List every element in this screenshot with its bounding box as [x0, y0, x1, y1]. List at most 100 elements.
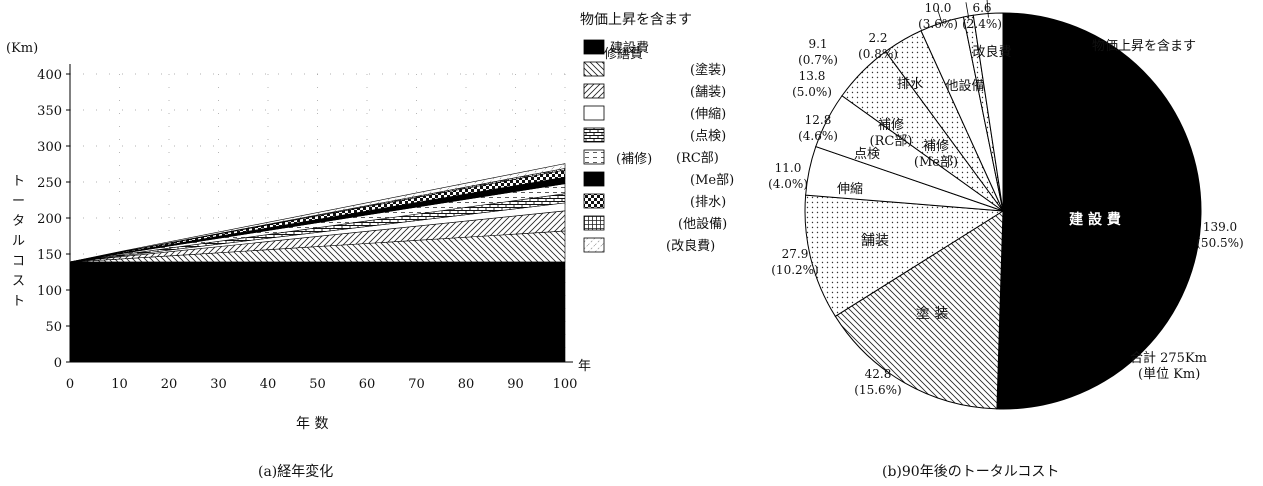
- legend-label: (塗装): [690, 62, 726, 78]
- legend-group-repair: 修繕費: [604, 46, 643, 62]
- pie-note: 物価上昇を含ます: [1092, 38, 1196, 54]
- pie-slice-name: 改良費: [972, 44, 1011, 60]
- y-tick-label: 350: [37, 104, 62, 119]
- pie-slice-name: 伸縮: [837, 181, 863, 197]
- y-tick-label: 50: [45, 320, 62, 335]
- pie-pct-label: (3.6%): [918, 17, 958, 31]
- pie-slice-1: [834, 210, 1004, 410]
- pie-value-label: 13.8: [799, 69, 826, 83]
- x-tick-label: 10: [111, 377, 128, 392]
- chart-b-caption: (b)90年後のトータルコスト: [882, 464, 1059, 480]
- pie-value-label: 42.8: [865, 367, 892, 381]
- cost-area-chart: (Km) 0 50 100 150 200 250 300 350 400 0 10 20 30 40 5…: [6, 41, 591, 480]
- pie-pct-label: (50.5%): [1196, 236, 1243, 250]
- legend-label: (舗装): [690, 85, 726, 100]
- area-series-9: [69, 163, 566, 263]
- pie-value-label: 10.0: [925, 1, 952, 15]
- x-tick-label: 30: [210, 377, 227, 392]
- x-tick-label: 80: [458, 377, 475, 392]
- legend-label: 建設費: [610, 40, 649, 56]
- pie-slice-name: (Me部): [914, 155, 958, 170]
- y-tick-label: 400: [37, 68, 62, 83]
- x-tick-label: 0: [66, 377, 74, 392]
- legend-label: (他設備): [678, 216, 727, 232]
- pie-leader-line: [986, 0, 989, 18]
- legend-swatch: [583, 127, 605, 143]
- area-series-group: [69, 163, 566, 363]
- pie-slice-name: 点検: [854, 147, 880, 162]
- legend-label: (RC部): [676, 151, 719, 166]
- pie-slice-name: 排水: [897, 77, 923, 92]
- pie-slice-name: 建 設 費: [1069, 211, 1121, 228]
- legend-label: (Me部): [690, 173, 734, 188]
- y-axis-title: トータルコスト: [12, 174, 25, 309]
- pie-value-label: 12.8: [805, 113, 832, 127]
- legend-swatch: [583, 61, 605, 77]
- pie-value-label: 2.2: [868, 31, 887, 45]
- pie-total-label: 合計 275Km: [1130, 350, 1207, 366]
- pie-slice-name: 補修: [923, 139, 949, 154]
- legend-swatch: [583, 105, 605, 121]
- legend-items: 建設費 (塗装) (舗装) (伸縮) (点検) (RC部) (Me部) (排水) (他設備) (改…: [583, 39, 734, 254]
- pie-pct-label: (4.0%): [768, 177, 808, 191]
- legend-label: (点検): [690, 129, 726, 144]
- legend-group-patch: (補修): [616, 152, 652, 167]
- y-tick-label: 150: [37, 248, 62, 263]
- pie-pct-label: (0.8%): [858, 47, 898, 61]
- pie-pct-label: (10.2%): [771, 263, 818, 277]
- pie-slice-0: [996, 12, 1202, 410]
- pie-value-label: 6.6: [972, 1, 991, 15]
- y-tick-label: 0: [54, 356, 62, 371]
- legend-swatch: [583, 171, 605, 187]
- x-unit-label: 年: [578, 359, 591, 374]
- legend-swatch: [583, 83, 605, 99]
- y-unit-label: (Km): [6, 41, 38, 56]
- pie-pct-label: (2.4%): [962, 17, 1002, 31]
- legend-swatch: [583, 149, 605, 165]
- chart-a-caption: (a)経年変化: [258, 463, 333, 480]
- pie-slice-2: [804, 194, 1005, 318]
- legend-swatch: [583, 237, 605, 253]
- x-tick-label: 60: [359, 377, 376, 392]
- pie-pct-label: (0.7%): [798, 53, 838, 67]
- pie-slice-name: 他設備: [945, 78, 984, 94]
- pie-slices: [804, 12, 1202, 410]
- legend-label: (排水): [690, 195, 726, 210]
- x-tick-label: 40: [260, 377, 277, 392]
- pie-value-label: 139.0: [1203, 220, 1237, 234]
- x-tick-label: 90: [507, 377, 524, 392]
- pie-value-label: 9.1: [808, 37, 827, 51]
- legend-label: (伸縮): [690, 106, 726, 122]
- pie-leader-line: [937, 9, 944, 27]
- axes: [69, 64, 573, 363]
- pie-pct-label: (15.6%): [854, 383, 901, 397]
- pie-slice-name: 補修: [878, 118, 904, 133]
- area-legend: 物価上昇を含ます 修繕費 (補修) 建設費 (塗装) (舗装) (伸縮) (点検) (RC…: [580, 12, 734, 254]
- x-tick-labels: 0 10 20 30 40 50 60 70 80 90 100: [66, 377, 578, 392]
- legend-swatch: [583, 193, 605, 209]
- pie-pct-label: (4.6%): [798, 129, 838, 143]
- pie-slice-name: (RC部): [870, 134, 913, 149]
- area-series-0: [69, 261, 566, 363]
- x-axis-title: 年 数: [296, 416, 328, 432]
- pie-unit-label: (単位 Km): [1138, 366, 1200, 382]
- legend-swatch: [583, 215, 605, 231]
- y-tick-label: 250: [37, 176, 62, 191]
- y-tick-label: 100: [37, 284, 62, 299]
- legend-note: 物価上昇を含ます: [580, 12, 692, 28]
- pie-pct-label: (5.0%): [792, 85, 832, 99]
- legend-label: (改良費): [666, 238, 715, 254]
- y-tick-label: 200: [37, 212, 62, 227]
- pie-value-label: 27.9: [782, 247, 809, 261]
- y-tick-labels: 0 50 100 150 200 250 300 350 400: [37, 68, 70, 371]
- pie-value-label: 11.0: [775, 161, 802, 175]
- pie-leader-line: [965, 2, 970, 21]
- legend-swatch: [583, 39, 605, 55]
- x-tick-label: 70: [408, 377, 425, 392]
- x-tick-label: 20: [161, 377, 178, 392]
- pie-slice-name: 塗 装: [916, 305, 948, 322]
- y-tick-label: 300: [37, 140, 62, 155]
- x-tick-label: 100: [553, 377, 578, 392]
